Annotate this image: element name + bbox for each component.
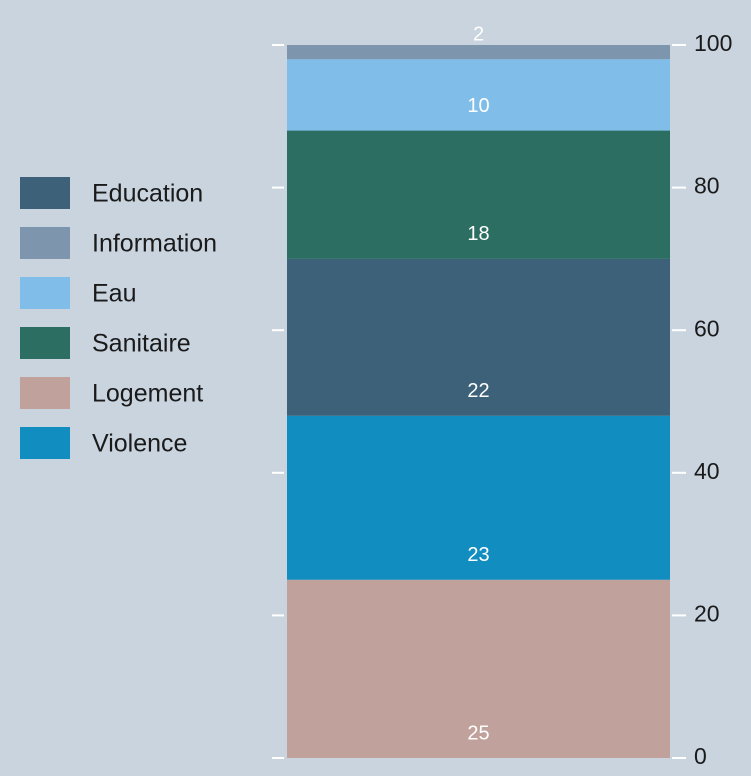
y-tick-label: 0 bbox=[694, 743, 707, 769]
legend-label: Eau bbox=[92, 280, 136, 308]
y-tick-label: 60 bbox=[694, 315, 720, 341]
bar-segment bbox=[287, 579, 670, 758]
legend-label: Education bbox=[92, 180, 203, 208]
value-label: 25 bbox=[467, 722, 489, 744]
bar-segment bbox=[287, 258, 670, 416]
bar-segment bbox=[287, 59, 670, 131]
legend-swatch bbox=[20, 427, 70, 459]
legend-swatch bbox=[20, 327, 70, 359]
value-label: 23 bbox=[467, 544, 489, 566]
legend-label: Violence bbox=[92, 430, 187, 458]
y-tick-label: 100 bbox=[694, 30, 732, 56]
bar-segment bbox=[287, 130, 670, 259]
value-label: 18 bbox=[467, 223, 489, 245]
bar-segment bbox=[287, 415, 670, 580]
y-tick-label: 40 bbox=[694, 458, 720, 484]
legend-swatch bbox=[20, 277, 70, 309]
legend-label: Sanitaire bbox=[92, 330, 191, 358]
legend-swatch bbox=[20, 227, 70, 259]
y-tick-label: 80 bbox=[694, 173, 720, 199]
legend-swatch bbox=[20, 177, 70, 209]
y-tick-label: 20 bbox=[694, 600, 720, 626]
legend-label: Logement bbox=[92, 380, 203, 408]
legend-label: Information bbox=[92, 230, 217, 258]
value-label: 2 bbox=[473, 24, 484, 46]
legend-swatch bbox=[20, 377, 70, 409]
bar-segment bbox=[287, 45, 670, 60]
value-label: 22 bbox=[467, 380, 489, 402]
value-label: 10 bbox=[467, 95, 489, 117]
